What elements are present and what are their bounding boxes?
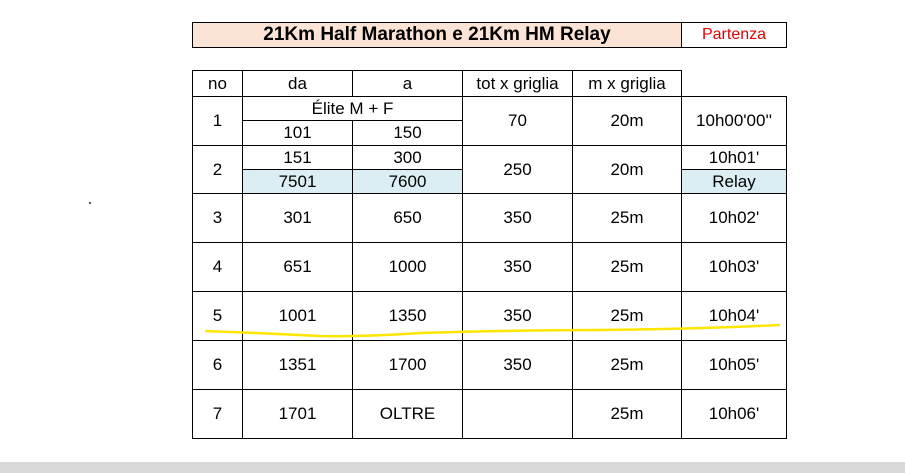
table-cell: 7501 [242,169,353,194]
yellow-underline [204,323,781,338]
table-cell: Relay [681,169,787,194]
start-label: Partenza [681,22,787,48]
bottom-bar [0,462,905,473]
title: 21Km Half Marathon e 21Km HM Relay [192,22,682,48]
table-cell: 10h06' [681,389,787,439]
dot [89,202,91,204]
